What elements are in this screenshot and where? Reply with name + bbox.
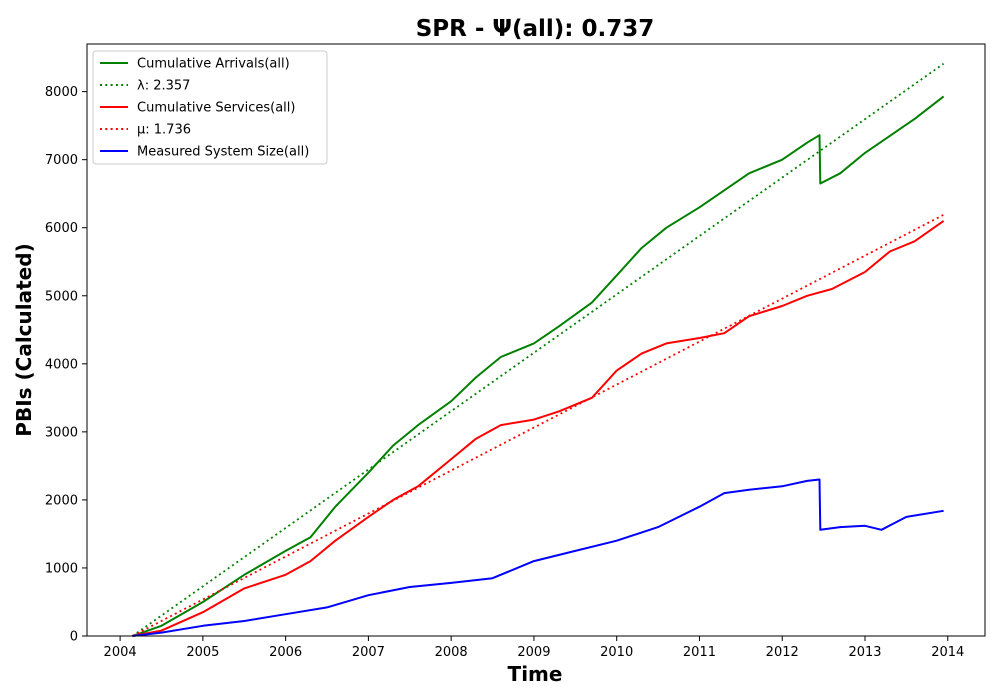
series-layer — [131, 62, 945, 637]
x-tick-label: 2010 — [600, 645, 633, 660]
y-tick-label: 8000 — [45, 85, 78, 100]
x-tick-label: 2009 — [517, 645, 550, 660]
plot-frame — [86, 43, 986, 637]
legend-label: Cumulative Arrivals(all) — [137, 57, 290, 72]
x-tick-label: 2006 — [269, 645, 302, 660]
legend-label: μ: 1.736 — [137, 123, 191, 138]
y-tick-label: 0 — [70, 630, 78, 645]
y-axis-title: PBIs (Calculated) — [12, 243, 36, 436]
series-line-1 — [131, 62, 945, 637]
x-axis-title: Time — [508, 662, 563, 686]
y-tick-label: 7000 — [45, 153, 78, 168]
legend-label: Cumulative Services(all) — [137, 101, 295, 116]
series-line-4 — [132, 478, 944, 637]
series-line-0 — [132, 95, 945, 637]
legend-label: Measured System Size(all) — [137, 145, 309, 160]
y-tick-label: 6000 — [45, 221, 78, 236]
series-line-3 — [132, 214, 945, 637]
x-tick-label: 2013 — [848, 645, 881, 660]
x-axis-ticks: 2004 2005 2006 2007 2008 2009 2010 2011 2012 2013… — [104, 636, 964, 660]
y-tick-label: 5000 — [45, 289, 78, 304]
x-tick-label: 2008 — [435, 645, 468, 660]
y-tick-label: 4000 — [45, 357, 78, 372]
y-tick-label: 3000 — [45, 425, 78, 440]
y-tick-label: 1000 — [45, 561, 78, 576]
x-tick-label: 2011 — [683, 645, 716, 660]
x-tick-label: 2004 — [104, 645, 137, 660]
legend: Cumulative Arrivals(all) λ: 2.357 Cumulati… — [92, 50, 328, 165]
legend-label: λ: 2.357 — [137, 79, 190, 94]
x-tick-label: 2012 — [766, 645, 799, 660]
legend-box — [92, 50, 328, 165]
series-line-2 — [132, 220, 945, 637]
x-tick-label: 2005 — [186, 645, 219, 660]
y-axis-ticks: 0 1000 2000 3000 4000 5000 6000 7000 8000 — [45, 85, 87, 645]
chart-title: SPR - Ψ(all): 0.737 — [416, 16, 655, 42]
y-tick-label: 2000 — [45, 493, 78, 508]
x-tick-label: 2007 — [352, 645, 385, 660]
x-tick-label: 2014 — [931, 645, 964, 660]
